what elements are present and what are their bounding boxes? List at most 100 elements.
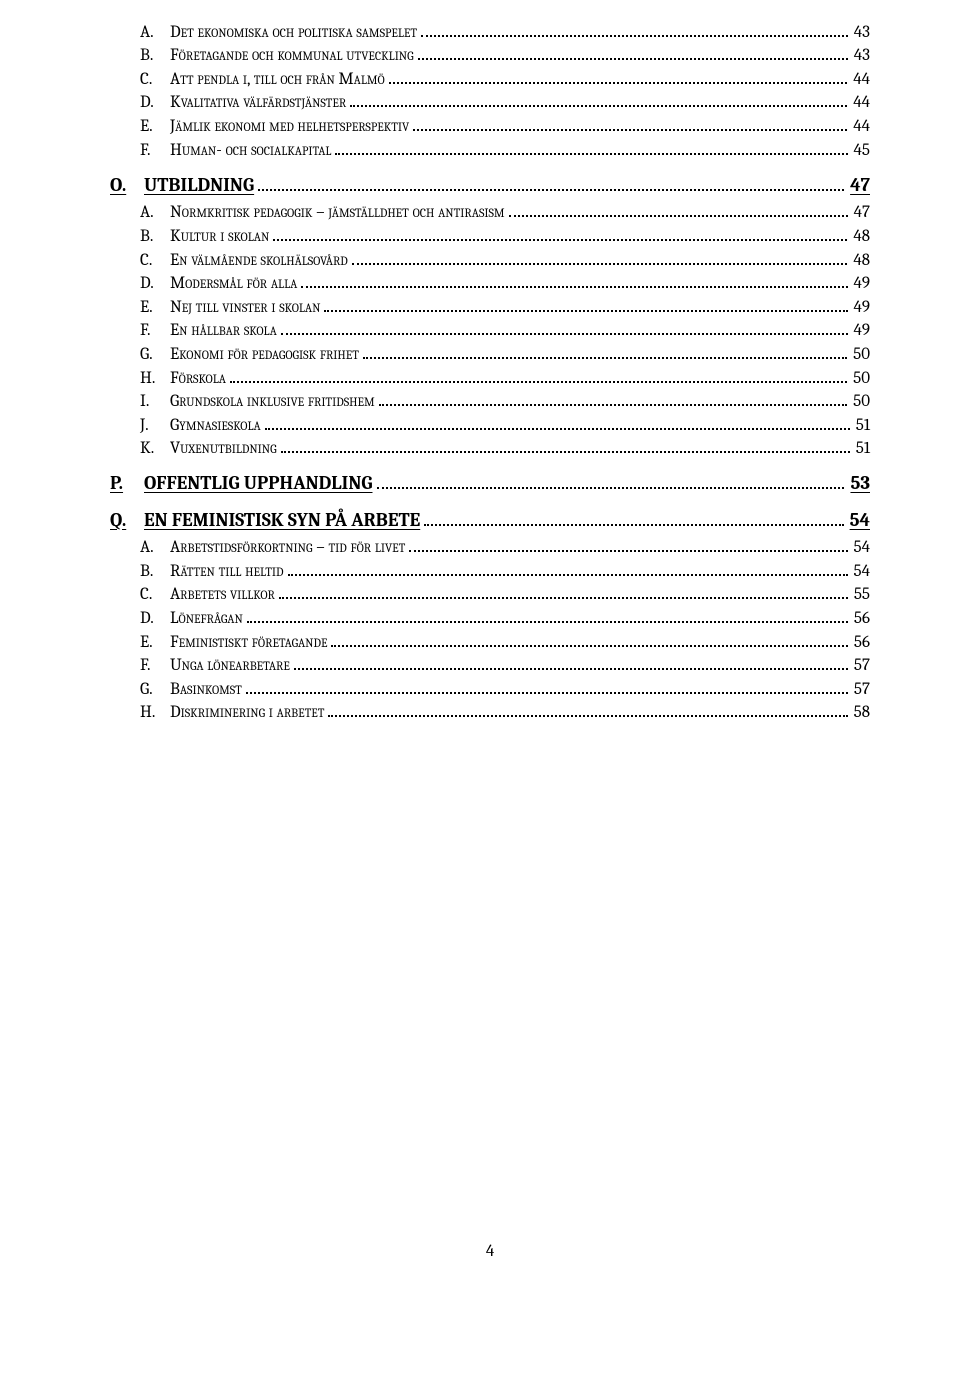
toc-marker: A. (140, 203, 170, 222)
toc-subsection: F.En hållbar skola49 (140, 320, 870, 341)
toc-subsection: C.Arbetets villkor55 (140, 584, 870, 605)
toc-marker: G. (140, 680, 170, 699)
toc-leader-dots (288, 560, 848, 576)
toc-page: 51 (854, 416, 870, 435)
toc-leader-dots (389, 68, 848, 84)
toc-section: Q.EN FEMINISTISK SYN PÅ ARBETE54 (110, 508, 870, 530)
toc-subsection: H.Diskriminering i arbetet58 (140, 702, 870, 723)
toc-marker: F. (140, 656, 170, 675)
toc-marker: E. (140, 298, 170, 317)
toc-subsection: H.Förskola 50 (140, 367, 870, 388)
toc-leader-dots (265, 414, 850, 430)
toc-subsection: E.Jämlik ekonomi med helhetsperspektiv 44 (140, 115, 870, 136)
toc-title: Grundskola inklusive fritidshem (170, 392, 375, 411)
toc-subsection: I.Grundskola inklusive fritidshem 50 (140, 391, 870, 412)
toc-leader-dots (279, 584, 848, 600)
toc-marker: A. (140, 538, 170, 557)
toc-subsection: A.Det ekonomiska och politiska samspelet… (140, 21, 870, 42)
toc-title: Arbetets villkor (170, 585, 275, 604)
toc-marker: H. (140, 369, 170, 388)
toc-page: 47 (848, 174, 870, 196)
toc-leader-dots (413, 115, 847, 131)
toc-leader-dots (352, 249, 848, 265)
toc-subsection: G.Basinkomst57 (140, 678, 870, 699)
toc-leader-dots (247, 607, 848, 623)
toc-title: Jämlik ekonomi med helhetsperspektiv (170, 117, 409, 136)
toc-page: 50 (851, 345, 870, 364)
toc-leader-dots (258, 174, 844, 191)
toc-title: Feministiskt företagande (170, 633, 327, 652)
toc-marker: C. (140, 251, 170, 270)
toc-marker: K. (140, 439, 170, 458)
toc-title: Kvalitativa välfärdstjänster (170, 93, 346, 112)
toc-marker: Q. (110, 509, 144, 531)
toc-leader-dots (379, 391, 847, 407)
toc-marker: F. (140, 321, 170, 340)
toc-title: Lönefrågan (170, 609, 243, 628)
toc-page: 47 (852, 203, 870, 222)
toc-marker: D. (140, 93, 170, 112)
toc-leader-dots (294, 655, 848, 671)
toc-subsection: F.Human- och socialkapital45 (140, 139, 870, 160)
toc-marker: D. (140, 609, 170, 628)
toc-marker: E. (140, 117, 170, 136)
toc-page: 57 (852, 680, 870, 699)
toc-leader-dots (230, 367, 847, 383)
toc-subsection: C.Att pendla i, till och från Malmö44 (140, 68, 870, 89)
toc-leader-dots (273, 225, 847, 241)
toc-subsection: E.Feministiskt företagande56 (140, 631, 870, 652)
toc-page: 54 (848, 509, 870, 531)
toc-leader-dots (424, 508, 843, 525)
toc-marker: P. (110, 472, 144, 494)
toc-leader-dots (409, 537, 847, 553)
toc-page: 56 (852, 633, 870, 652)
toc-subsection: A.Normkritisk pedagogik – jämställdhet o… (140, 202, 870, 223)
toc-page: 50 (851, 369, 870, 388)
toc-page: 54 (852, 562, 870, 581)
toc-marker: D. (140, 274, 170, 293)
toc-leader-dots (281, 320, 848, 336)
toc-leader-dots (328, 702, 847, 718)
toc-marker: G. (140, 345, 170, 364)
toc-page: 50 (851, 392, 870, 411)
toc-page: 51 (854, 439, 870, 458)
toc-title: Ekonomi för pedagogisk frihet (170, 345, 359, 364)
toc-page: 49 (852, 298, 871, 317)
toc-page: 44 (851, 93, 870, 112)
toc-page: 43 (852, 23, 870, 42)
toc-page: 44 (851, 117, 870, 136)
toc-title: Att pendla i, till och från Malmö (170, 70, 385, 89)
toc-subsection: C.En välmående skolhälsovård 48 (140, 249, 870, 270)
toc-page: 48 (851, 251, 870, 270)
toc-marker: B. (140, 227, 170, 246)
toc-subsection: F.Unga lönearbetare57 (140, 655, 870, 676)
toc-leader-dots (509, 202, 848, 218)
toc-section: P.OFFENTLIG UPPHANDLING53 (110, 472, 870, 494)
toc-subsection: K.Vuxenutbildning 51 (140, 438, 870, 459)
toc-title: Det ekonomiska och politiska samspelet (170, 23, 417, 42)
toc-title: En välmående skolhälsovård (170, 251, 348, 270)
toc-subsection: A.Arbetstidsförkortning – tid för livet5… (140, 537, 870, 558)
toc-title: Normkritisk pedagogik – jämställdhet och… (170, 203, 505, 222)
toc-leader-dots (363, 343, 847, 359)
toc-title: Diskriminering i arbetet (170, 703, 324, 722)
toc-marker: H. (140, 703, 170, 722)
toc-subsection: B.Kultur i skolan48 (140, 225, 870, 246)
toc-marker: I. (140, 392, 170, 411)
toc-page: 45 (852, 141, 870, 160)
toc-subsection: G.Ekonomi för pedagogisk frihet 50 (140, 343, 870, 364)
toc-title: Nej till vinster i skolan (170, 298, 320, 317)
toc-title: Förskola (170, 369, 226, 388)
toc-subsection: E.Nej till vinster i skolan 49 (140, 296, 870, 317)
toc-leader-dots (421, 21, 848, 37)
toc-page: 54 (852, 538, 870, 557)
toc-leader-dots (350, 92, 847, 108)
toc-title: Rätten till heltid (170, 562, 284, 581)
toc-page: 49 (852, 321, 871, 340)
toc-title: Vuxenutbildning (170, 439, 277, 458)
table-of-contents: A. Det ekonomiska och politiska samspelet… (110, 21, 870, 722)
toc-page: 49 (852, 274, 871, 293)
toc-leader-dots (377, 472, 845, 489)
toc-subsection: B.Företagande och kommunal utveckling43 (140, 45, 870, 66)
page-number: 4 (110, 1242, 870, 1261)
